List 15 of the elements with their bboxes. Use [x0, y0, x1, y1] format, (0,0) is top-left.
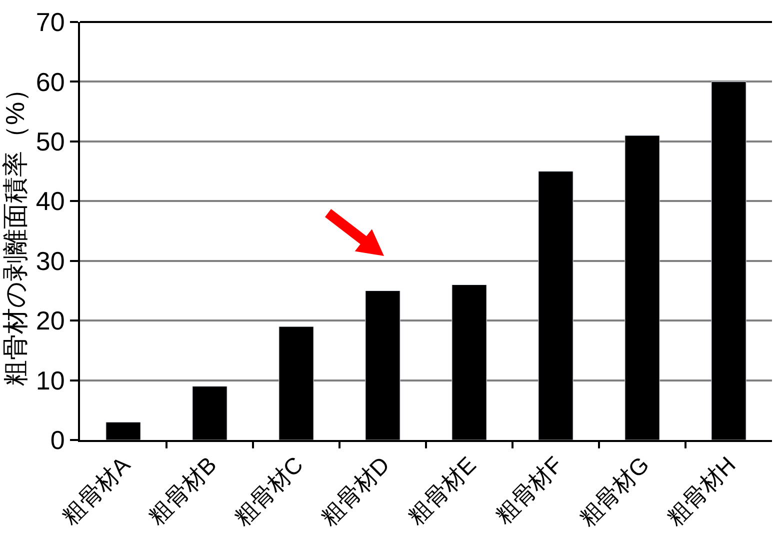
- x-tick-label: 粗骨材D: [315, 451, 394, 530]
- y-tick-label: 70: [36, 7, 65, 38]
- x-tick-label: 粗骨材B: [143, 451, 222, 530]
- y-axis-title: 粗骨材の剥離面積率（%）: [0, 76, 30, 386]
- y-tick-label: 60: [36, 66, 65, 97]
- x-tick-label: 粗骨材F: [490, 451, 568, 528]
- y-tick-label: 20: [36, 306, 65, 336]
- y-tick-label: 40: [36, 186, 65, 216]
- x-tick-label: 粗骨材E: [402, 451, 481, 530]
- x-tick-label: 粗骨材G: [574, 451, 654, 532]
- x-tick-label: 粗骨材H: [661, 451, 740, 530]
- y-tick-label: 10: [36, 365, 65, 396]
- y-tick-label: 30: [36, 246, 65, 276]
- x-tick-label: 粗骨材C: [228, 451, 308, 530]
- y-tick-label: 50: [36, 126, 65, 157]
